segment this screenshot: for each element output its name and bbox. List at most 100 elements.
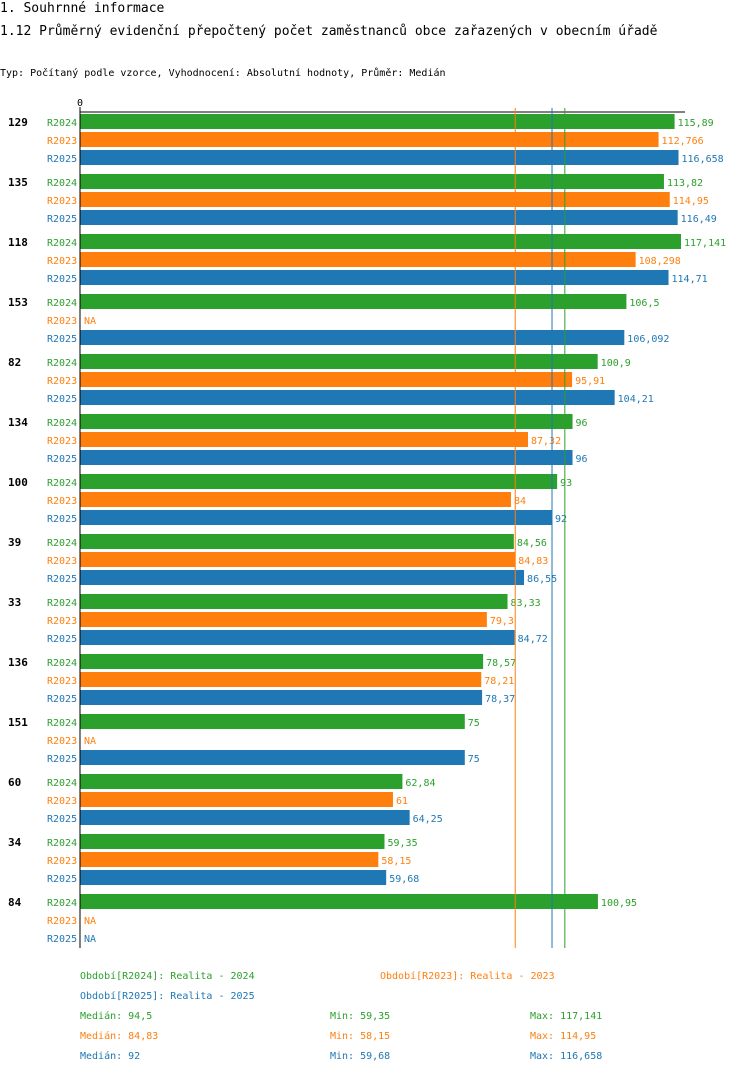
x-axis-zero-label: 0: [77, 98, 83, 109]
value-label: 116,658: [682, 154, 724, 165]
series-label: R2023: [47, 496, 77, 507]
bar: [80, 774, 403, 789]
bar: [80, 894, 598, 909]
value-label: 114,95: [673, 196, 709, 207]
chart-parameters: Typ: Počítaný podle vzorce, Vyhodnocení:…: [0, 68, 446, 79]
bar: [80, 150, 679, 165]
series-label: R2025: [47, 934, 77, 945]
series-label: R2024: [47, 478, 77, 489]
bar: [80, 672, 482, 687]
series-label: R2023: [47, 676, 77, 687]
value-label: 104,21: [618, 394, 654, 405]
bar: [80, 414, 573, 429]
bar: [80, 192, 670, 207]
series-label: R2024: [47, 718, 77, 729]
value-label: 59,68: [389, 874, 419, 885]
value-label: 117,141: [684, 238, 726, 249]
bar: [80, 570, 525, 585]
na-label: NA: [84, 934, 96, 945]
bar: [80, 594, 508, 609]
category-label: 33: [8, 596, 21, 609]
series-label: R2025: [47, 814, 77, 825]
category-label: 136: [8, 656, 28, 669]
series-label: R2024: [47, 358, 77, 369]
bar: [80, 114, 675, 129]
bar: [80, 132, 659, 147]
value-label: 62,84: [405, 778, 435, 789]
value-label: 87,32: [531, 436, 561, 447]
value-label: 115,89: [678, 118, 714, 129]
series-label: R2025: [47, 334, 77, 345]
series-label: R2024: [47, 658, 77, 669]
series-label: R2024: [47, 838, 77, 849]
na-label: NA: [84, 736, 96, 747]
max-r2024: Max: 117,141: [530, 1011, 603, 1022]
category-label: 135: [8, 176, 28, 189]
category-label: 60: [8, 776, 21, 789]
series-label: R2024: [47, 298, 77, 309]
value-label: 95,91: [575, 376, 605, 387]
max-r2025: Max: 116,658: [530, 1051, 603, 1062]
bar: [80, 690, 483, 705]
value-label: 96: [576, 418, 588, 429]
legend-r2025: Období[R2025]: Realita - 2025: [80, 991, 255, 1002]
series-label: R2024: [47, 538, 77, 549]
series-label: R2025: [47, 754, 77, 765]
series-label: R2024: [47, 778, 77, 789]
value-label: 92: [555, 514, 567, 525]
na-label: NA: [84, 916, 96, 927]
bar: [80, 294, 627, 309]
series-label: R2025: [47, 874, 77, 885]
series-label: R2025: [47, 274, 77, 285]
bar: [80, 330, 625, 345]
value-label: 84: [514, 496, 526, 507]
bar: [80, 372, 573, 387]
bar: [80, 852, 379, 867]
value-label: 75: [468, 718, 480, 729]
min-r2025: Min: 59,68: [330, 1051, 391, 1062]
category-label: 34: [8, 836, 22, 849]
bar: [80, 474, 558, 489]
bar: [80, 492, 511, 507]
category-label: 84: [8, 896, 22, 909]
series-label: R2023: [47, 436, 77, 447]
median-r2024: Medián: 94,5: [80, 1011, 153, 1022]
series-label: R2023: [47, 316, 77, 327]
value-label: 106,092: [627, 334, 669, 345]
value-label: 58,15: [381, 856, 411, 867]
bar: [80, 252, 636, 267]
series-label: R2023: [47, 916, 77, 927]
value-label: 75: [468, 754, 480, 765]
series-label: R2025: [47, 694, 77, 705]
series-label: R2023: [47, 196, 77, 207]
series-label: R2023: [47, 856, 77, 867]
series-label: R2024: [47, 418, 77, 429]
category-label: 153: [8, 296, 28, 309]
bar: [80, 810, 410, 825]
value-label: 79,3: [490, 616, 514, 627]
value-label: 106,5: [629, 298, 659, 309]
series-label: R2023: [47, 736, 77, 747]
value-label: 59,35: [387, 838, 417, 849]
value-label: 78,21: [484, 676, 514, 687]
value-label: 84,83: [518, 556, 548, 567]
category-label: 118: [8, 236, 28, 249]
bar: [80, 390, 615, 405]
series-label: R2025: [47, 574, 77, 585]
bar: [80, 750, 465, 765]
series-label: R2024: [47, 598, 77, 609]
value-label: 112,766: [662, 136, 704, 147]
bar: [80, 552, 516, 567]
value-label: 96: [576, 454, 588, 465]
bar: [80, 510, 553, 525]
bar: [80, 870, 387, 885]
bar: [80, 270, 669, 285]
category-label: 129: [8, 116, 28, 129]
value-label: 61: [396, 796, 408, 807]
series-label: R2023: [47, 556, 77, 567]
series-label: R2023: [47, 376, 77, 387]
legend-r2024: Období[R2024]: Realita - 2024: [80, 971, 255, 982]
value-label: 100,95: [601, 898, 637, 909]
bar: [80, 234, 681, 249]
